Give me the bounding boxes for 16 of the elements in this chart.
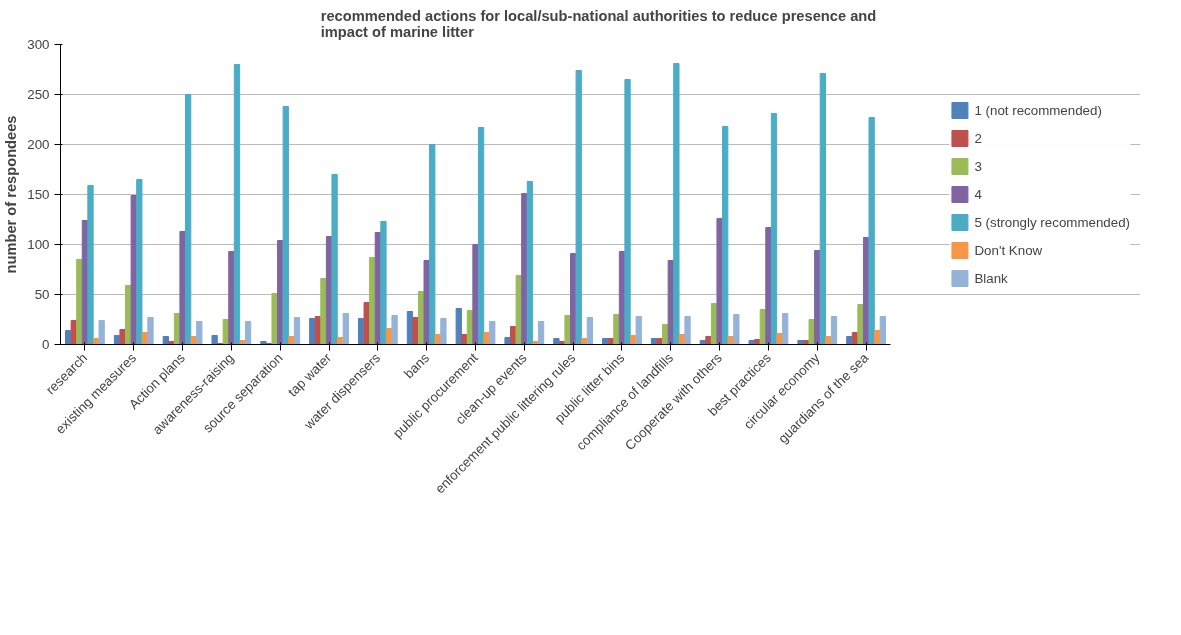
legend-label: 1 (not recommended) [974, 102, 1102, 118]
y-tick-label: 100 [27, 237, 50, 252]
legend-label: 4 [974, 186, 983, 202]
legend-label: 3 [974, 158, 983, 174]
legend-label: 2 [974, 130, 983, 146]
y-tick-label: 200 [27, 137, 50, 152]
y-tick-label: 250 [27, 87, 50, 102]
legend-label: 5 (strongly recommended) [974, 214, 1130, 230]
y-tick-label: 300 [27, 37, 50, 52]
legend-label: Blank [974, 270, 1008, 286]
y-axis-title: number of respondees [3, 115, 20, 274]
y-tick-label: 150 [27, 187, 50, 202]
y-tick-label: 0 [42, 337, 50, 352]
y-tick-label: 50 [34, 287, 50, 302]
chart-title: recommended actions for local/sub-national authorities to reduce presence and impact of marine litter [320, 7, 877, 40]
legend-label: Don't Know [974, 242, 1043, 258]
